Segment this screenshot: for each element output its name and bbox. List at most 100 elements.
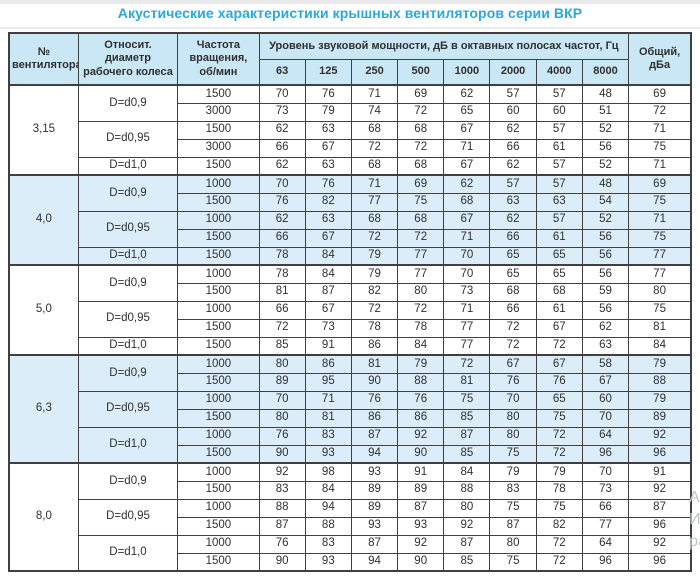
spl-value-cell: 62 (258, 156, 306, 176)
col-header-frequency: 125 (304, 58, 352, 86)
spl-value-cell: 67 (581, 372, 630, 392)
spl-value-cell: 79 (397, 354, 445, 374)
speed-cell: 3000 (177, 138, 260, 158)
frequency-header-row: 63 125 250 500 1000 2000 4000 8000 (9, 58, 691, 86)
spl-value-cell: 72 (535, 552, 583, 572)
spl-value-cell: 64 (581, 426, 630, 446)
spl-value-cell: 87 (489, 516, 537, 536)
spl-value-cell: 69 (397, 174, 445, 194)
spl-value-cell: 48 (581, 84, 630, 104)
spl-value-cell: 58 (581, 354, 630, 374)
spl-value-cell: 87 (350, 534, 399, 554)
spl-value-cell: 68 (350, 120, 399, 140)
total-value-cell: 87 (628, 498, 692, 518)
spl-value-cell: 75 (489, 498, 537, 518)
fan-number-cell: 8,0 (8, 462, 79, 572)
diameter-cell: D=d1,0 (77, 534, 179, 572)
spl-value-cell: 91 (304, 336, 352, 356)
table-header: № вентилятора Относит. диаметр рабочего … (8, 32, 692, 86)
total-value-cell: 79 (628, 390, 692, 410)
spl-value-cell: 72 (397, 102, 445, 122)
spl-value-cell: 63 (304, 120, 352, 140)
diameter-cell: D=d1,0 (77, 336, 179, 356)
total-value-cell: 71 (628, 210, 692, 230)
spl-value-cell: 86 (350, 336, 399, 356)
table-row: D=d1,0 1500 78 84 79 77 70 65 65 56 77 (9, 246, 692, 266)
spl-value-cell: 89 (258, 372, 306, 392)
fan-number-cell: 6,3 (8, 354, 79, 464)
spl-value-cell: 77 (397, 246, 445, 266)
col-header-total: Общий, дБа (628, 32, 692, 86)
spl-value-cell: 72 (350, 228, 399, 248)
speed-cell: 1500 (177, 246, 260, 266)
spl-value-cell: 75 (443, 390, 491, 410)
spl-value-cell: 89 (350, 480, 399, 500)
diameter-cell: D=d0,9 (77, 462, 179, 500)
spl-value-cell: 70 (443, 264, 491, 284)
spl-value-cell: 62 (258, 210, 306, 230)
spl-value-cell: 95 (304, 372, 352, 392)
spl-value-cell: 75 (489, 552, 537, 572)
spl-value-cell: 52 (581, 156, 630, 176)
spl-value-cell: 88 (304, 516, 352, 536)
total-value-cell: 71 (628, 156, 692, 176)
speed-cell: 1000 (177, 390, 260, 410)
speed-cell: 1000 (177, 210, 260, 230)
spl-value-cell: 90 (258, 552, 306, 572)
spl-value-cell: 62 (489, 120, 537, 140)
spl-value-cell: 57 (535, 210, 583, 230)
speed-cell: 1000 (177, 174, 260, 194)
table-row: D=d1,0 1000 76 83 87 92 87 80 72 64 92 (9, 534, 692, 572)
spl-value-cell: 96 (581, 444, 630, 464)
spl-value-cell: 71 (443, 300, 491, 320)
spl-value-cell: 87 (258, 516, 306, 536)
spl-value-cell: 57 (489, 174, 537, 194)
col-header-frequency: 8000 (581, 58, 630, 86)
spl-value-cell: 68 (535, 282, 583, 302)
spl-value-cell: 61 (535, 300, 583, 320)
col-header-frequency: 250 (350, 58, 399, 86)
spl-value-cell: 72 (489, 336, 537, 356)
spl-value-cell: 62 (258, 120, 306, 140)
spl-value-cell: 85 (443, 444, 491, 464)
table-row: 3000 66 67 72 72 71 66 61 56 75 (9, 138, 692, 158)
diameter-cell: D=d0,9 (77, 84, 179, 122)
spl-value-cell: 67 (304, 138, 352, 158)
spl-value-cell: 76 (489, 372, 537, 392)
spl-value-cell: 68 (443, 192, 491, 212)
spl-value-cell: 62 (443, 84, 491, 104)
spl-value-cell: 70 (489, 390, 537, 410)
spl-value-cell: 73 (304, 318, 352, 338)
spl-value-cell: 85 (443, 408, 491, 428)
spl-value-cell: 92 (397, 534, 445, 554)
spl-value-cell: 81 (350, 354, 399, 374)
spl-value-cell: 61 (535, 138, 583, 158)
spl-value-cell: 56 (581, 228, 630, 248)
spl-value-cell: 75 (535, 498, 583, 518)
speed-cell: 3000 (177, 102, 260, 122)
table-row: D=d0,95 1000 62 63 68 68 67 62 57 52 71 (9, 210, 692, 248)
spl-value-cell: 72 (535, 426, 583, 446)
spl-value-cell: 72 (397, 138, 445, 158)
spl-value-cell: 66 (489, 300, 537, 320)
table-row: 1500 80 81 86 86 85 80 75 70 89 (9, 408, 692, 428)
table-body: 3,15 D=d0,9 1500 70 76 71 69 62 57 57 48 69 3000 73 79… (8, 84, 692, 572)
spl-value-cell: 87 (397, 498, 445, 518)
diameter-cell: D=d0,95 (77, 210, 179, 248)
spl-value-cell: 79 (350, 246, 399, 266)
col-header-speed: Частота вращения, об/мин (177, 32, 260, 86)
spl-value-cell: 93 (304, 444, 352, 464)
spl-value-cell: 60 (535, 102, 583, 122)
spl-value-cell: 75 (397, 192, 445, 212)
total-value-cell: 69 (628, 174, 692, 194)
spl-value-cell: 57 (489, 84, 537, 104)
total-value-cell: 77 (628, 264, 692, 284)
spl-value-cell: 68 (489, 282, 537, 302)
total-value-cell: 75 (628, 228, 692, 248)
speed-cell: 1000 (177, 264, 260, 284)
spl-value-cell: 93 (304, 552, 352, 572)
table-row: D=d1,0 1500 85 91 86 84 77 72 72 63 84 (9, 336, 692, 356)
spl-value-cell: 63 (581, 336, 630, 356)
spl-value-cell: 83 (489, 480, 537, 500)
spl-value-cell: 75 (535, 408, 583, 428)
